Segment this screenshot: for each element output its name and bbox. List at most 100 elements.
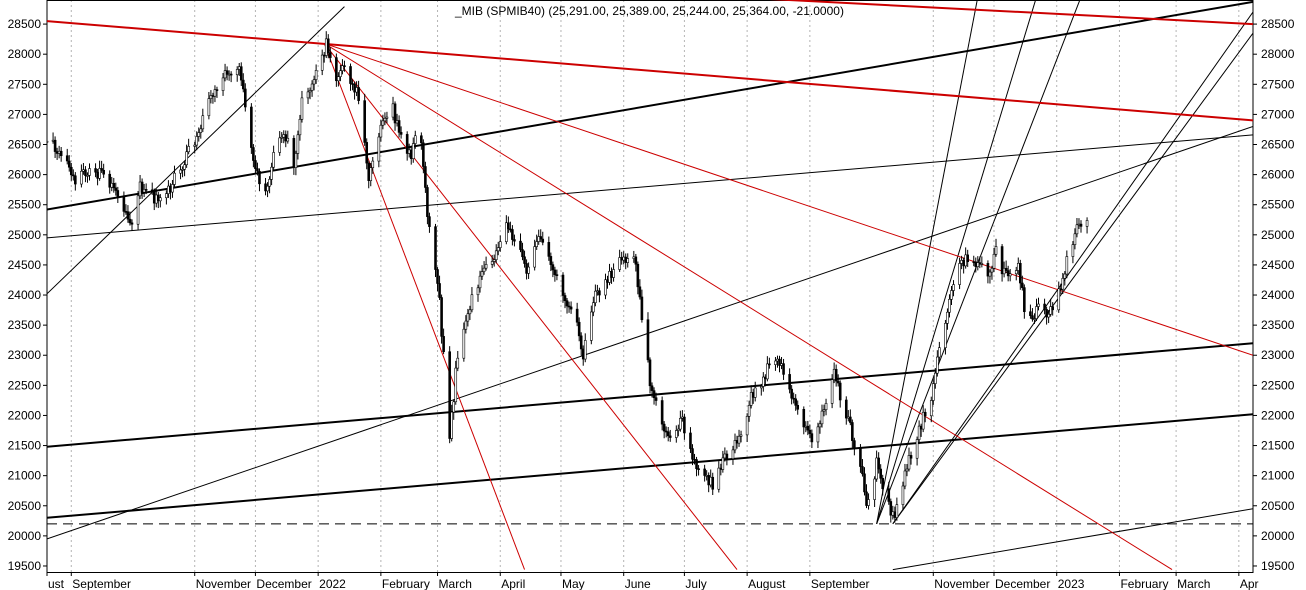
price-bar: [51, 132, 55, 144]
price-bar: [598, 287, 601, 303]
price-bar: [235, 66, 239, 82]
y-tick-label-right: 19500: [1261, 559, 1295, 573]
x-tick-label: February: [382, 577, 430, 590]
price-bar: [292, 135, 296, 175]
price-bar: [608, 263, 611, 286]
price-bar: [903, 463, 907, 490]
price-bar: [470, 287, 474, 313]
price-bar: [335, 53, 338, 87]
price-bar: [454, 360, 458, 405]
price-bar: [280, 132, 284, 143]
y-tick-label-right: 28500: [1261, 17, 1295, 31]
price-bar: [604, 273, 607, 300]
price-bar: [300, 90, 304, 123]
price-bar: [464, 315, 468, 334]
y-tick-label-left: 25000: [8, 228, 42, 242]
price-bar: [1049, 298, 1052, 317]
price-bar: [1008, 268, 1012, 282]
price-bar: [142, 183, 146, 198]
price-bar: [648, 357, 652, 394]
price-bar: [377, 132, 381, 168]
price-bar: [634, 253, 638, 272]
y-tick-label-right: 21000: [1261, 469, 1295, 483]
price-bar: [792, 392, 795, 404]
price-bar: [116, 186, 120, 203]
y-tick-label-left: 21000: [8, 469, 42, 483]
price-bar: [577, 317, 581, 342]
price-bar: [53, 136, 57, 158]
price-bar: [1051, 302, 1054, 316]
price-bar: [484, 256, 488, 271]
price-bar: [626, 253, 630, 268]
price-bar: [1043, 298, 1046, 315]
trend-line: [876, 0, 1081, 525]
price-bar: [990, 265, 994, 280]
price-bar: [923, 408, 927, 423]
y-tick-label-right: 20500: [1261, 499, 1295, 513]
price-bar: [98, 160, 101, 181]
x-tick-label: Apr: [1240, 577, 1259, 590]
price-bar: [733, 433, 737, 454]
price-bar: [555, 269, 559, 281]
price-bar: [709, 469, 713, 488]
price-bar: [55, 147, 59, 160]
price-bar: [213, 85, 217, 103]
price-bar: [652, 387, 656, 405]
price-bar: [405, 131, 409, 161]
price-bar: [887, 481, 891, 505]
trend-line: [892, 32, 1253, 525]
price-bar: [929, 396, 933, 423]
price-bar: [1045, 306, 1048, 325]
price-bar: [270, 162, 273, 186]
price-bar: [895, 497, 899, 521]
price-bar: [535, 234, 538, 250]
price-bar: [794, 394, 797, 411]
price-bar: [1002, 261, 1006, 278]
price-bar: [126, 205, 130, 223]
price-bar: [705, 470, 708, 481]
price-bar: [745, 413, 749, 443]
price-bar: [834, 364, 838, 387]
price-bar: [583, 333, 587, 363]
price-bar: [766, 356, 769, 382]
price-bar: [482, 261, 486, 275]
chart-title: _MIB (SPMIB40) (25,291.00, 25,389.00, 25…: [454, 4, 844, 18]
y-tick-label-right: 23500: [1261, 318, 1295, 332]
price-bar: [853, 437, 856, 456]
price-bar: [1033, 313, 1036, 324]
price-bar: [537, 229, 541, 245]
price-bar: [278, 131, 282, 156]
price-bar: [689, 427, 692, 453]
price-bar: [638, 279, 642, 300]
price-bar: [395, 113, 399, 127]
price-bar: [551, 261, 555, 278]
trend-line: [47, 125, 1253, 540]
price-bar: [505, 215, 508, 245]
price-bar: [721, 450, 725, 473]
price-bar: [561, 272, 565, 303]
price-bar: [456, 350, 460, 372]
y-tick-label-left: 27500: [8, 77, 42, 91]
price-bar: [624, 253, 628, 270]
price-bar: [774, 356, 777, 371]
price-bar: [567, 301, 571, 313]
price-bar: [195, 131, 199, 151]
price-bar: [889, 498, 893, 523]
price-bar: [762, 372, 765, 392]
price-bar: [934, 368, 937, 389]
price-bar: [838, 380, 842, 408]
y-tick-label-right: 22500: [1261, 378, 1295, 392]
price-bar: [1061, 272, 1065, 295]
price-bar: [266, 182, 269, 198]
price-bar: [165, 190, 168, 205]
x-tick-label: 2022: [319, 577, 346, 590]
price-bar: [788, 368, 791, 394]
y-tick-label-right: 28000: [1261, 47, 1295, 61]
price-bar: [677, 424, 680, 437]
price-bar: [719, 463, 723, 476]
price-bar: [256, 162, 259, 176]
price-bar: [367, 160, 371, 189]
price-bar: [272, 145, 275, 171]
price-bar: [1037, 297, 1040, 311]
